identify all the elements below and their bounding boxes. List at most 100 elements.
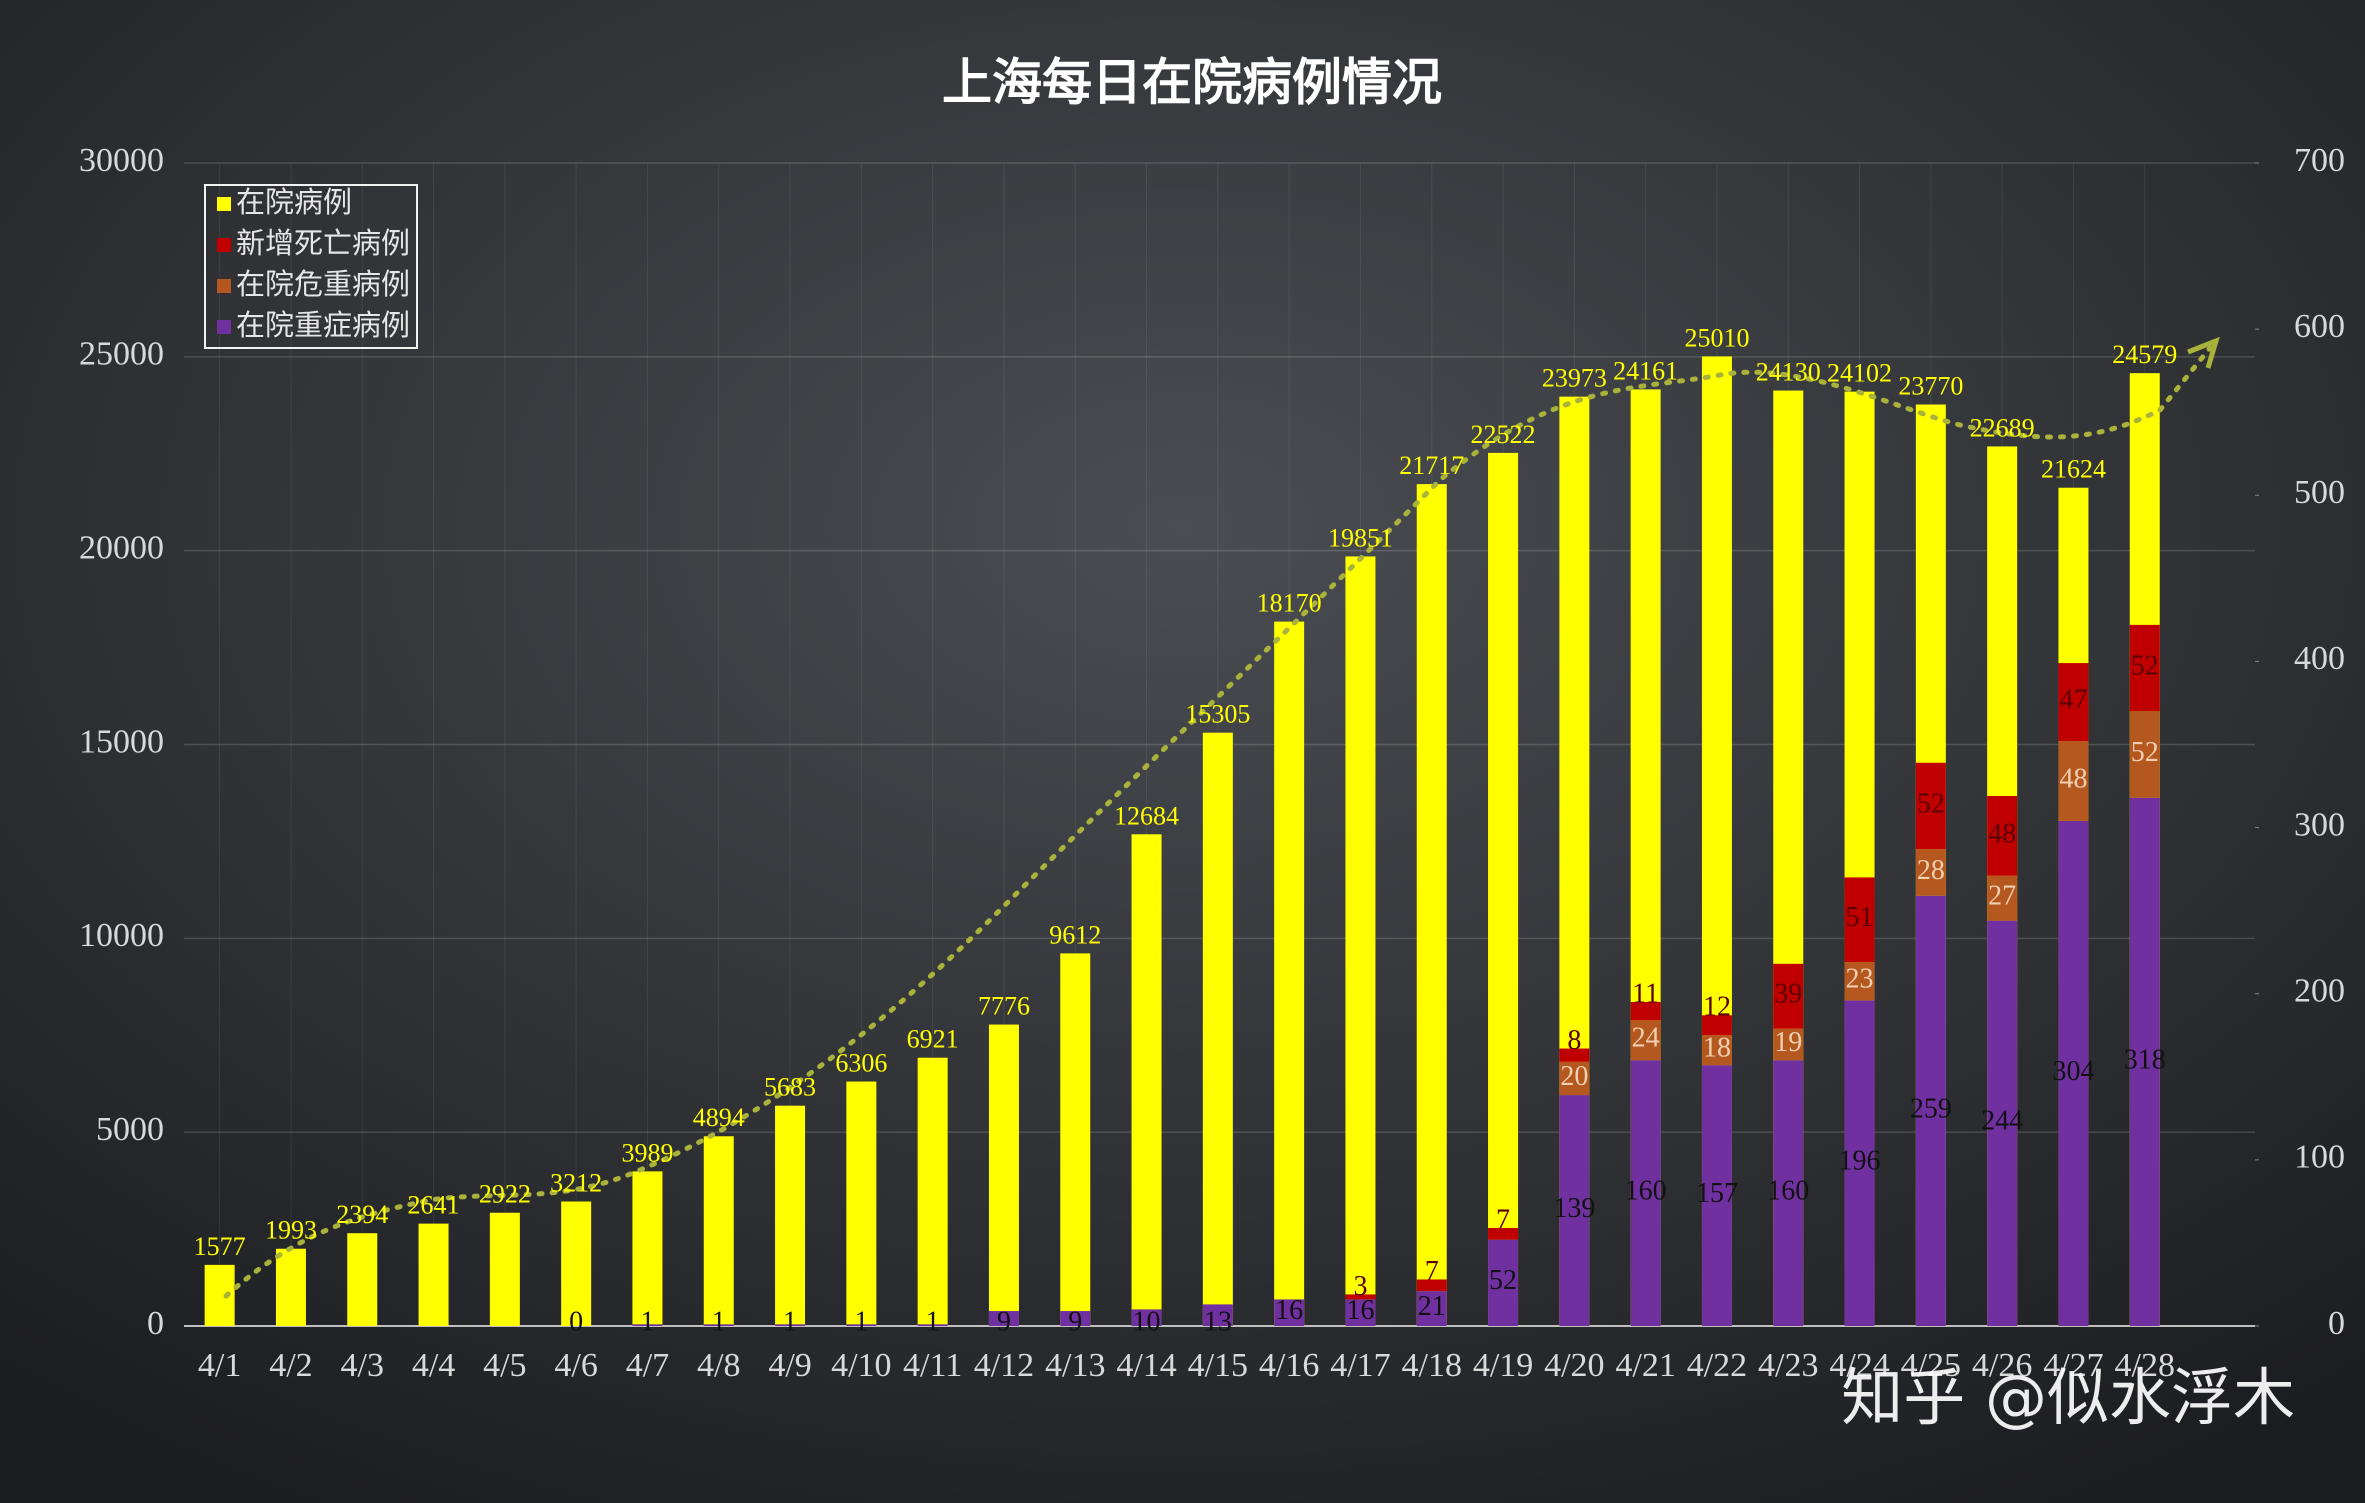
value-label: 1 [640, 1306, 654, 1337]
bar [489, 1212, 520, 1326]
bar [1274, 621, 1305, 1326]
bar-segment [1915, 762, 1946, 850]
x-tick-label: 4/18 [1402, 1347, 1462, 1384]
bar-segment [1488, 1227, 1519, 1240]
value-label: 12 [1703, 992, 1731, 1023]
value-label: 19851 [1328, 523, 1393, 552]
bar-segment [1559, 1061, 1590, 1096]
value-label: 47 [2059, 685, 2087, 716]
x-tick-label: 4/11 [903, 1347, 962, 1384]
value-label: 1993 [265, 1216, 317, 1245]
value-label: 9 [1068, 1306, 1082, 1337]
y2-tick-label: 600 [2294, 308, 2345, 345]
x-tick-label: 4/10 [831, 1347, 891, 1384]
bar-segment [1630, 1020, 1661, 1061]
bar-segment [2129, 624, 2160, 712]
bar-segment [1844, 877, 1875, 963]
value-label: 160 [1625, 1176, 1667, 1207]
bar-segment [1274, 1299, 1305, 1326]
bar-segment [2058, 663, 2089, 742]
bar-segment [775, 1324, 806, 1326]
value-label: 259 [1910, 1093, 1952, 1124]
bar-segment [1844, 962, 1875, 1001]
x-tick-label: 4/14 [1116, 1347, 1176, 1384]
bar [1416, 484, 1447, 1326]
value-label: 318 [2124, 1044, 2166, 1075]
value-label: 16 [1275, 1295, 1303, 1326]
bar-segment [1773, 1028, 1804, 1061]
value-label: 27 [1988, 881, 2016, 912]
bar-segment [1701, 1065, 1732, 1326]
value-label: 9612 [1049, 920, 1101, 949]
bar-segment [632, 1324, 663, 1326]
y2-tick-label: 400 [2294, 640, 2345, 677]
bar-segment [1060, 1311, 1091, 1326]
value-label: 1 [926, 1306, 940, 1337]
x-tick-label: 4/17 [1330, 1347, 1390, 1384]
bar [1345, 556, 1376, 1326]
legend-label: 新增死亡病例 [236, 226, 410, 260]
y-tick-label: 0 [147, 1305, 164, 1342]
value-label: 13 [1204, 1306, 1232, 1337]
value-label: 21717 [1399, 451, 1464, 480]
value-label: 5683 [764, 1073, 816, 1102]
x-tick-label: 4/27 [2043, 1347, 2103, 1384]
bar-segment [1915, 895, 1946, 1326]
value-label: 23 [1846, 964, 1874, 995]
bar-segment [1844, 1000, 1875, 1326]
bar-segment [2058, 741, 2089, 821]
bar-segment [2129, 797, 2160, 1326]
y2-tick-label: 300 [2294, 806, 2345, 843]
value-label: 9 [997, 1306, 1011, 1337]
trend-line [223, 345, 2213, 1299]
bar-segment [1416, 1279, 1447, 1292]
value-label: 23770 [1898, 371, 1963, 400]
bar-segment [1345, 1299, 1376, 1326]
bar [988, 1024, 1019, 1326]
value-label: 139 [1553, 1193, 1595, 1224]
value-label: 18 [1703, 1033, 1731, 1064]
x-tick-label: 4/23 [1758, 1347, 1818, 1384]
y-tick-label: 20000 [79, 529, 164, 566]
bar [1131, 834, 1162, 1326]
bar-segment [1701, 1035, 1732, 1066]
value-label: 1 [783, 1306, 797, 1337]
value-label: 7 [1425, 1256, 1439, 1287]
x-tick-label: 4/24 [1829, 1347, 1889, 1384]
x-tick-label: 4/28 [2115, 1347, 2175, 1384]
value-label: 10 [1133, 1306, 1161, 1337]
value-label: 24579 [2112, 340, 2177, 369]
value-label: 1577 [194, 1232, 246, 1261]
x-tick-label: 4/15 [1188, 1347, 1248, 1384]
bar-segment [1987, 796, 2018, 876]
value-label: 52 [2131, 650, 2159, 681]
value-label: 244 [1981, 1106, 2023, 1137]
bar-segment [1987, 875, 2018, 921]
bar [418, 1223, 449, 1326]
x-tick-label: 4/6 [554, 1347, 597, 1384]
value-label: 52 [1489, 1265, 1517, 1296]
y2-tick-label: 100 [2294, 1139, 2345, 1176]
x-tick-label: 4/5 [483, 1347, 526, 1384]
y-tick-label: 25000 [79, 336, 164, 373]
bar-segment [1773, 963, 1804, 1029]
value-label: 3989 [621, 1138, 673, 1167]
y2-tick-label: 200 [2294, 973, 2345, 1010]
value-label: 20 [1560, 1061, 1588, 1092]
bar-segment [2058, 820, 2089, 1326]
value-label: 48 [2059, 763, 2087, 794]
bar-segment [1630, 1060, 1661, 1326]
value-label: 24161 [1613, 356, 1678, 385]
bar-segment [988, 1311, 1019, 1326]
value-label: 8 [1567, 1025, 1581, 1056]
x-tick-label: 4/20 [1544, 1347, 1604, 1384]
bar [275, 1248, 306, 1326]
bar-segment [1131, 1309, 1162, 1326]
value-label: 12684 [1114, 801, 1179, 830]
value-label: 19 [1774, 1027, 1802, 1058]
y2-tick-label: 500 [2294, 474, 2345, 511]
bar [846, 1081, 877, 1326]
value-label: 28 [1917, 855, 1945, 886]
labels: 4/115774/219934/323944/426414/529224/632… [194, 323, 2178, 1383]
x-tick-label: 4/16 [1259, 1347, 1319, 1384]
